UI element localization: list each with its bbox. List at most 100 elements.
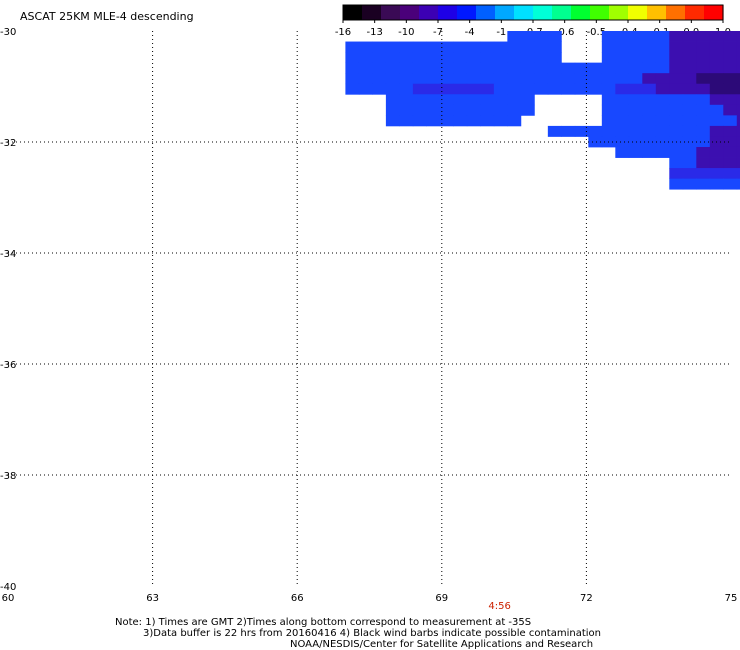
swath-cell <box>345 41 360 53</box>
swath-cell <box>642 31 657 42</box>
swath-cell <box>696 136 711 148</box>
swath-cell <box>723 94 738 106</box>
swath-cell <box>574 62 589 74</box>
colorbar-swatch <box>381 5 401 20</box>
swath-cell <box>723 41 738 53</box>
latitude-label: -34 <box>0 249 16 260</box>
colorbar-swatch <box>552 5 572 20</box>
swath-cell <box>601 83 616 95</box>
swath-cell <box>426 115 441 127</box>
swath-cell <box>723 104 738 116</box>
swath-cell <box>736 94 740 106</box>
swath-cell <box>574 125 589 137</box>
colorbar-swatch <box>343 5 363 20</box>
swath-cell <box>439 83 454 95</box>
swath-cell <box>534 83 549 95</box>
swath-cell <box>669 146 684 158</box>
swath-cell <box>385 41 400 53</box>
swath-cell <box>399 83 414 95</box>
swath-cell <box>453 94 468 106</box>
swath-cell <box>682 73 697 85</box>
swath-cell <box>615 125 630 137</box>
swath-cell <box>709 73 724 85</box>
swath-cell <box>412 73 427 85</box>
swath-cell <box>669 178 684 190</box>
swath-cell <box>480 94 495 106</box>
swath-cell <box>709 168 724 180</box>
colorbar-swatch <box>514 5 534 20</box>
swath-cell <box>588 83 603 95</box>
swath-cell <box>669 52 684 64</box>
swath-cell <box>493 62 508 74</box>
swath-cell <box>601 31 616 42</box>
swath-cell <box>655 52 670 64</box>
swath-cell <box>547 62 562 74</box>
swath-cell <box>696 83 711 95</box>
swath-cell <box>736 104 740 116</box>
swath-cell <box>669 62 684 74</box>
latitude-labels: -30 -32 -34 -36 -38 -40 <box>0 27 16 593</box>
swath-cell <box>507 73 522 85</box>
longitude-label: 72 <box>580 593 593 604</box>
swath-cell <box>642 83 657 95</box>
swath-cell <box>709 178 724 190</box>
swath-cell <box>547 83 562 95</box>
note-line-2: 3)Data buffer is 22 hrs from 20160416 4)… <box>143 628 601 639</box>
swath-cell <box>466 94 481 106</box>
swath-cell <box>736 41 740 53</box>
swath-cell <box>736 73 740 85</box>
swath-cell <box>642 125 657 137</box>
colorbar-swatch <box>609 5 629 20</box>
swath-cell <box>615 52 630 64</box>
swath-cell <box>655 94 670 106</box>
swath-cell <box>399 94 414 106</box>
swath-cell <box>655 73 670 85</box>
colorbar-swatch <box>362 5 382 20</box>
swath-cell <box>372 83 387 95</box>
swath-cell <box>628 115 643 127</box>
swath-cell <box>507 41 522 53</box>
swath-cell <box>669 168 684 180</box>
swath-cell <box>723 178 738 190</box>
swath-cell <box>385 83 400 95</box>
swath-cell <box>615 62 630 74</box>
longitude-label: 69 <box>435 593 448 604</box>
colorbar-swatch <box>628 5 648 20</box>
lat-lon-gridlines <box>8 31 731 586</box>
swath-cell <box>642 62 657 74</box>
swath-cell <box>480 41 495 53</box>
swath-cell <box>520 73 535 85</box>
swath-cell <box>696 62 711 74</box>
swath-cell <box>682 41 697 53</box>
swath-cell <box>534 31 549 42</box>
swath-cell <box>642 52 657 64</box>
swath-cell <box>588 62 603 74</box>
swath-cell <box>426 41 441 53</box>
swath-cell <box>628 146 643 158</box>
swath-cell <box>709 125 724 137</box>
swath-cell <box>628 94 643 106</box>
colorbar-swatch <box>533 5 553 20</box>
swath-cell <box>736 83 740 95</box>
swath-cell <box>439 94 454 106</box>
colorbar-tick-label: -1 <box>496 27 506 38</box>
swath-cell <box>480 83 495 95</box>
swath-cell <box>466 115 481 127</box>
swath-cell <box>696 157 711 169</box>
swath-cell <box>466 62 481 74</box>
swath-cell <box>493 115 508 127</box>
swath-cell <box>480 62 495 74</box>
swath-cell <box>682 104 697 116</box>
swath-cell <box>709 41 724 53</box>
swath-cell <box>520 83 535 95</box>
swath-cell <box>682 136 697 148</box>
swath-cell <box>709 94 724 106</box>
colorbar-tick-label: -16 <box>335 27 351 38</box>
swath-cell <box>669 31 684 42</box>
longitude-label: 60 <box>2 593 15 604</box>
swath-cell <box>412 62 427 74</box>
swath-cell <box>696 178 711 190</box>
swath-cell <box>628 83 643 95</box>
swath-cell <box>723 115 738 127</box>
swath-cell <box>655 125 670 137</box>
